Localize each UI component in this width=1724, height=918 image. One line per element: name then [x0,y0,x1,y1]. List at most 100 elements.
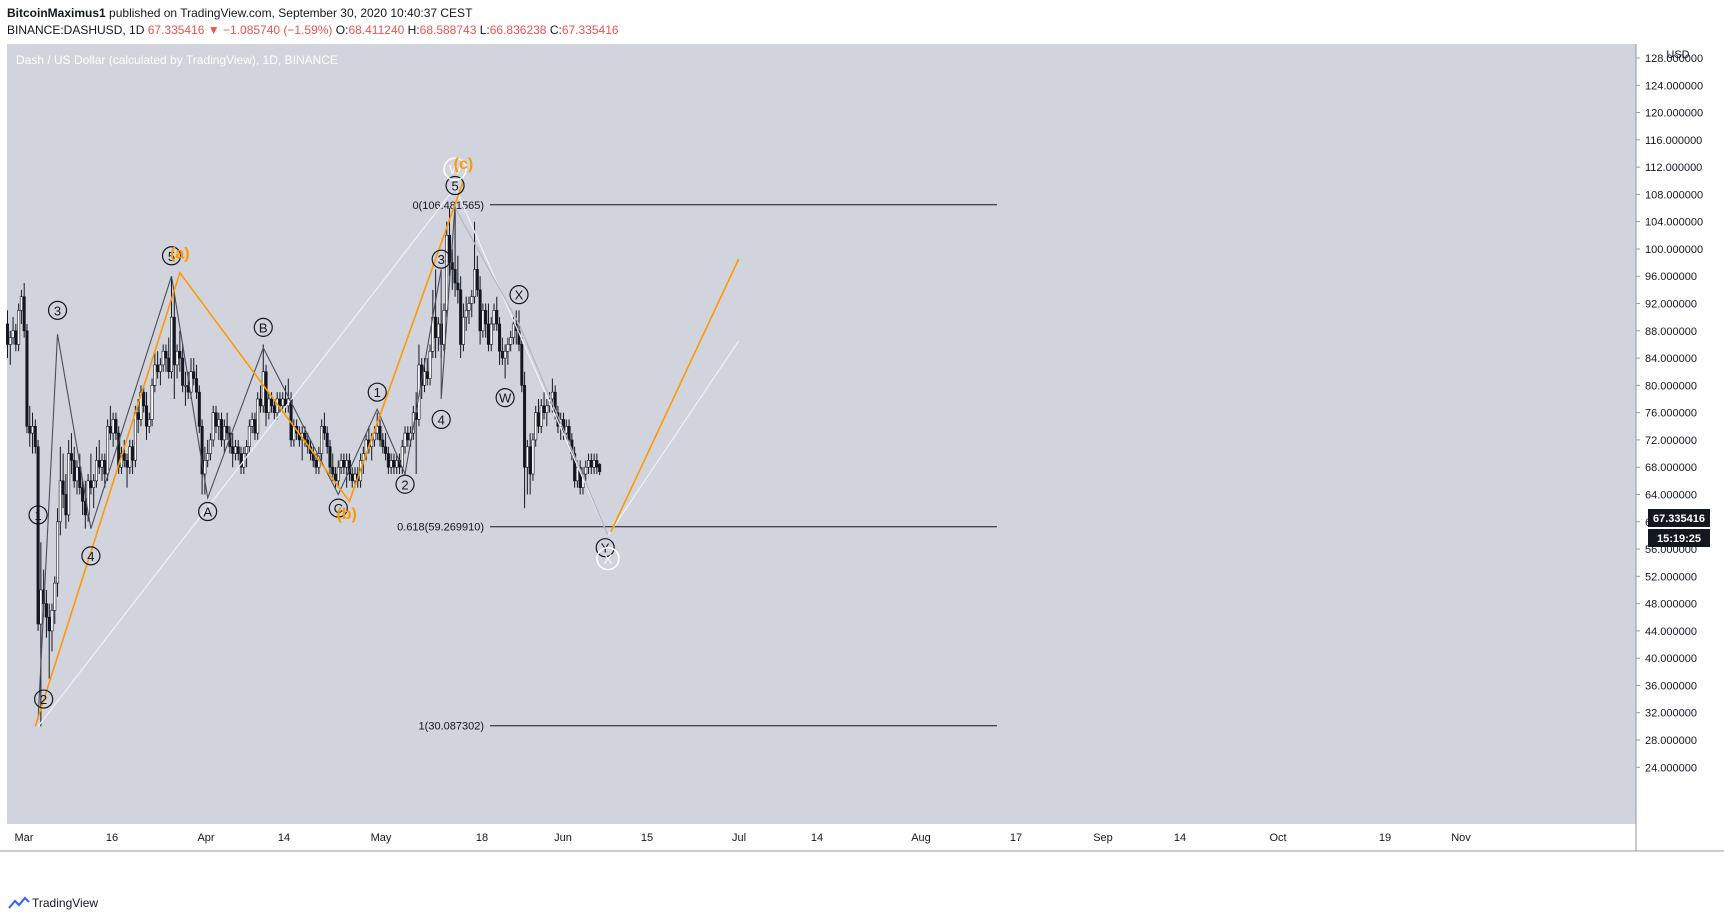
price-tick-label: 56.000000 [1645,544,1697,556]
countdown-badge: 15:19:25 [1657,533,1701,545]
chart-pane[interactable] [7,44,1636,824]
candle-body [506,344,510,352]
candle-body [450,262,454,270]
footer: TradingView [0,888,1724,918]
candle-body [64,494,68,516]
candle-body [200,425,204,475]
wave-label-circle [81,546,101,566]
candle-body [584,466,588,475]
candle-body [400,446,404,468]
time-tick-label: Jul [732,832,746,844]
price-change: ▼ −1.085740 (−1.59%) [207,23,333,37]
wave-label-text: 1 [34,508,41,523]
dark-wave-line [37,204,456,720]
candle-body [261,371,265,407]
candle-body [503,350,507,359]
wave-label-circle [34,689,54,709]
candle-body [445,235,449,311]
candle-body [339,460,343,468]
candle-body [170,316,174,373]
candle-body [342,460,346,468]
wave-lines[interactable] [34,180,740,727]
candle-body [336,466,340,482]
candle-body [350,473,354,482]
candle-body [103,460,107,475]
close-value: 67.335416 [561,23,619,37]
candle-body [536,412,540,427]
wave-label-orange: (b) [336,506,356,523]
time-tick-label: Jun [554,832,572,844]
candle-body [595,460,599,468]
candle-body [442,310,446,345]
author-name[interactable]: BitcoinMaximus1 [7,6,106,20]
candle-body [156,364,160,373]
candle-body [473,269,477,297]
orange-wave-line [34,180,740,727]
candle-body [334,473,338,482]
candle-body [478,289,482,332]
time-scale[interactable] [0,824,1724,888]
price-tick-label: 40.000000 [1645,653,1697,665]
candle-body [545,405,549,413]
candle-body [183,385,187,387]
wave-label-circle [443,157,467,181]
candle-body [331,466,335,475]
price-tick-label: 44.000000 [1645,626,1697,638]
price-tick-label: 124.000000 [1645,80,1703,92]
candle-body [486,323,490,345]
fib-retracement[interactable]: 0(106.481565) 0.618(59.269910) 1(30.087302… [397,200,997,733]
candle-body [253,419,257,434]
candle-body [436,323,440,338]
countdown-badge-bg [1648,529,1710,547]
price-scale[interactable] [1636,44,1724,824]
candle-body [222,425,226,441]
candle-body [489,323,493,345]
price-chart[interactable]: Dash / US Dollar (calculated by TradingV… [0,44,1724,888]
candle-body [428,350,432,379]
candle-body [322,425,326,434]
time-axis-labels: Mar 16 Apr 14 May 18 Jun 15 Jul 14 Aug 17 Sep 14 Oct 19… [15,832,1472,844]
candle-body [542,405,546,413]
wave-label-text: 3 [438,252,445,267]
candle-body [139,391,143,420]
tradingview-logo-icon[interactable] [8,896,30,910]
candle-body [167,357,171,373]
candle-body [75,466,79,482]
price-tick-label: 100.000000 [1645,244,1703,256]
candle-body [531,439,535,475]
candle-body [19,296,23,311]
candle-body [500,350,504,359]
ohlc-line: BINANCE:DASHUSD, 1D 67.335416 ▼ −1.08574… [7,23,619,37]
candle-body [8,337,12,345]
wave-label-text: X [604,552,613,567]
candle-body [172,316,176,366]
candle-body [434,316,438,338]
wave-label-text: 5 [168,249,175,264]
candle-body [575,466,579,482]
candle-body [459,289,463,345]
candle-body [192,371,196,379]
candle-body [592,460,596,468]
candle-body [467,303,471,311]
candle-body [89,480,93,488]
candle-body [517,330,521,345]
candle-body [564,425,568,434]
wave-label-circle [161,246,182,266]
light-wave-line [37,186,740,727]
candle-body [175,350,179,366]
candle-body [211,412,215,441]
wave-label-circle [328,498,348,518]
candle-body [142,391,146,407]
price-tick-label: 84.000000 [1645,353,1697,365]
candle-body [69,453,73,461]
high-label: H: [407,23,420,37]
candle-body [206,453,210,461]
candle-body [567,425,571,441]
price-tick-label: 116.000000 [1645,135,1702,147]
candle-body [36,446,40,625]
footer-brand[interactable]: TradingView [32,896,99,910]
price-tick-label: 36.000000 [1645,680,1697,692]
candle-body [270,398,274,407]
price-tick-label: 32.000000 [1645,708,1697,720]
